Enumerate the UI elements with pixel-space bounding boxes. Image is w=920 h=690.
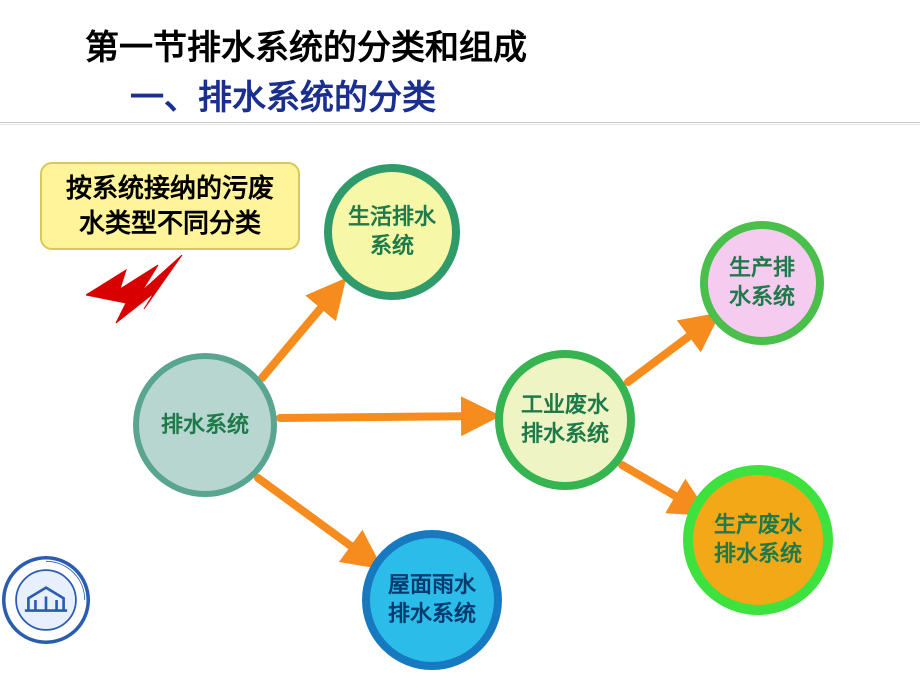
node-root: 排水系统 bbox=[133, 353, 277, 497]
node-label: 生产排 水系统 bbox=[729, 254, 795, 311]
node-label: 生活排水 系统 bbox=[348, 203, 436, 260]
university-logo bbox=[2, 556, 90, 644]
node-roof-rain: 屋面雨水 排水系统 bbox=[362, 530, 502, 670]
node-label: 屋面雨水 排水系统 bbox=[388, 571, 476, 628]
lightning-icon bbox=[86, 255, 196, 335]
node-industrial-waste: 工业废水 排水系统 bbox=[495, 350, 635, 490]
node-production-waste: 生产废水 排水系统 bbox=[683, 465, 833, 615]
node-label: 排水系统 bbox=[161, 411, 249, 440]
bolt-shape bbox=[86, 255, 182, 323]
title-divider bbox=[0, 122, 920, 125]
subsection-title: 一、排水系统的分类 bbox=[130, 70, 436, 119]
node-life-drainage: 生活排水 系统 bbox=[324, 164, 460, 300]
classification-callout: 按系统接纳的污废 水类型不同分类 bbox=[40, 162, 300, 250]
node-production-drain: 生产排 水系统 bbox=[700, 221, 824, 345]
node-label: 生产废水 排水系统 bbox=[714, 511, 802, 568]
node-label: 工业废水 排水系统 bbox=[521, 391, 609, 448]
callout-text: 按系统接纳的污废 水类型不同分类 bbox=[66, 171, 274, 241]
section-title: 第一节排水系统的分类和组成 bbox=[85, 20, 527, 69]
